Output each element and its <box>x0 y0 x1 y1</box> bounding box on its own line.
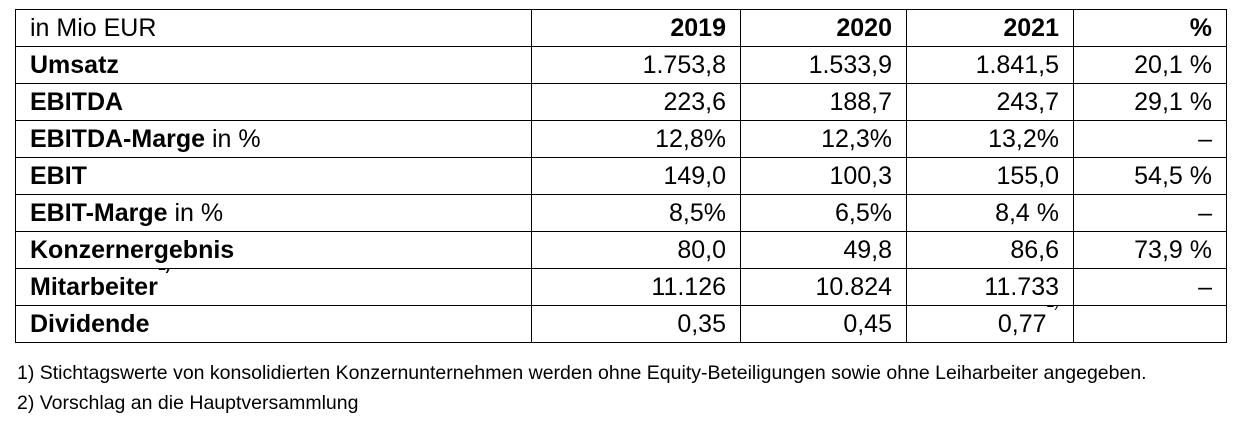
table-row: Konzernergebnis 80,0 49,8 86,6 73,9 % <box>15 231 1227 269</box>
row-label: Umsatz <box>15 46 532 84</box>
value-2020: 6,5% <box>740 194 907 232</box>
row-label: Dividende <box>15 305 532 343</box>
change-value: – <box>1073 194 1227 232</box>
value-2021: 155,0 <box>906 157 1074 195</box>
table-row: EBIT 149,0 100,3 155,0 54,5 % <box>15 157 1227 195</box>
value-2019: 8,5% <box>531 194 741 232</box>
row-label: EBITDA <box>15 83 532 121</box>
year-header-2019: 2019 <box>531 9 741 47</box>
value-2019: 149,0 <box>531 157 741 195</box>
financial-table: in Mio EUR 2019 2020 2021 % Umsatz 1.753… <box>15 9 1227 343</box>
change-value: 29,1 % <box>1073 83 1227 121</box>
table-row: EBITDA 223,6 188,7 243,7 29,1 % <box>15 83 1227 121</box>
change-value: 54,5 % <box>1073 157 1227 195</box>
change-value: – <box>1073 120 1227 158</box>
change-value: – <box>1073 268 1227 306</box>
value-2021: 13,2% <box>906 120 1074 158</box>
change-value <box>1073 305 1227 343</box>
table-row: Umsatz 1.753,8 1.533,9 1.841,5 20,1 % <box>15 46 1227 84</box>
value-2019: 1.753,8 <box>531 46 741 84</box>
header-row: in Mio EUR 2019 2020 2021 % <box>15 9 1227 47</box>
change-value: 73,9 % <box>1073 231 1227 269</box>
value-2019: 80,0 <box>531 231 741 269</box>
unit-label: in Mio EUR <box>15 9 532 47</box>
value-2021: 86,6 <box>906 231 1074 269</box>
row-label: EBIT <box>15 157 532 195</box>
value-2019: 11.126 <box>531 268 741 306</box>
table-row: EBIT-Marge in % 8,5% 6,5% 8,4 % – <box>15 194 1227 232</box>
year-header-2020: 2020 <box>740 9 907 47</box>
row-label: EBIT-Marge in % <box>15 194 532 232</box>
table-row: Dividende 0,35 0,45 0,772) <box>15 305 1227 343</box>
row-label: Konzernergebnis <box>15 231 532 269</box>
value-2019: 12,8% <box>531 120 741 158</box>
value-2020: 10.824 <box>740 268 907 306</box>
row-label: EBITDA-Marge in % <box>15 120 532 158</box>
table-row: EBITDA-Marge in % 12,8% 12,3% 13,2% – <box>15 120 1227 158</box>
footnote-marker: 2) <box>1047 307 1059 311</box>
value-2019: 223,6 <box>531 83 741 121</box>
value-2021: 243,7 <box>906 83 1074 121</box>
value-2021: 0,772) <box>906 305 1074 343</box>
value-2020: 12,3% <box>740 120 907 158</box>
footnote-marker: 1) <box>158 270 170 274</box>
value-2021: 8,4 % <box>906 194 1074 232</box>
footnotes: 1) Stichtagswerte von konsolidierten Kon… <box>17 358 1147 418</box>
footnote-1: 1) Stichtagswerte von konsolidierten Kon… <box>17 362 1147 384</box>
change-header: % <box>1073 9 1227 47</box>
value-2020: 188,7 <box>740 83 907 121</box>
value-2020: 1.533,9 <box>740 46 907 84</box>
value-2020: 0,45 <box>740 305 907 343</box>
value-2020: 100,3 <box>740 157 907 195</box>
year-header-2021: 2021 <box>906 9 1074 47</box>
change-value: 20,1 % <box>1073 46 1227 84</box>
value-2019: 0,35 <box>531 305 741 343</box>
value-2020: 49,8 <box>740 231 907 269</box>
footnote-2: 2) Vorschlag an die Hauptversammlung <box>17 392 359 414</box>
value-2021: 11.733 <box>906 268 1074 306</box>
value-2021: 1.841,5 <box>906 46 1074 84</box>
